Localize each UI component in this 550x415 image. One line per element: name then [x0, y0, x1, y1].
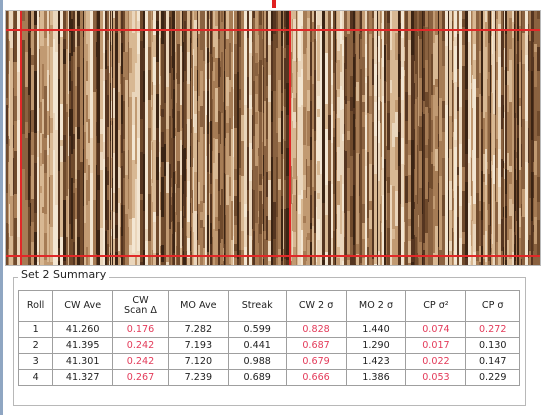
stat-cell: 0.599	[227, 321, 287, 338]
stat-cell: 7.193	[167, 337, 229, 354]
stat-cell: 0.017	[405, 337, 467, 354]
column-header[interactable]: MO Ave	[167, 290, 229, 322]
roll-number-cell: 2	[17, 337, 54, 354]
column-header[interactable]: CW 2 σ	[285, 290, 347, 322]
table-row[interactable]: 4 41.327 0.267 7.239 0.689 0.666 1.386 0.053 0.2…	[17, 369, 520, 386]
stat-cell: 0.272	[465, 321, 520, 338]
stat-cell: 41.260	[52, 321, 114, 338]
column-header[interactable]: Roll	[17, 290, 54, 322]
stat-cell: 0.242	[112, 337, 169, 354]
stat-cell: 41.395	[52, 337, 114, 354]
roll-boundary-line	[6, 29, 540, 31]
scan-boundary-line	[289, 11, 291, 265]
column-header[interactable]: MO 2 σ	[345, 290, 407, 322]
stat-cell: 0.666	[285, 369, 347, 386]
roll-scan-heatmap	[5, 10, 541, 266]
stat-cell: 1.423	[345, 353, 407, 370]
table-row[interactable]: 1 41.260 0.176 7.282 0.599 0.828 1.440 0.074 0.2…	[17, 321, 520, 338]
stat-cell: 0.229	[465, 369, 520, 386]
stat-cell: 0.828	[285, 321, 347, 338]
stat-cell: 0.074	[405, 321, 467, 338]
stat-cell: 7.282	[167, 321, 229, 338]
column-header[interactable]: CP σ	[465, 290, 520, 322]
roll-number-cell: 4	[17, 369, 54, 386]
stat-cell: 0.988	[227, 353, 287, 370]
stat-cell: 0.687	[285, 337, 347, 354]
scan-boundary-line	[20, 11, 22, 265]
table-row[interactable]: 2 41.395 0.242 7.193 0.441 0.687 1.290 0.017 0.1…	[17, 337, 520, 354]
stat-cell: 0.053	[405, 369, 467, 386]
stat-cell: 41.301	[52, 353, 114, 370]
stat-cell: 7.120	[167, 353, 229, 370]
stat-cell: 0.441	[227, 337, 287, 354]
stat-cell: 0.689	[227, 369, 287, 386]
roll-boundary-line	[6, 255, 540, 257]
roll-number-cell: 1	[17, 321, 54, 338]
column-header[interactable]: CP σ²	[405, 290, 467, 322]
stat-cell: 41.327	[52, 369, 114, 386]
roll-number-cell: 3	[17, 353, 54, 370]
stat-cell: 0.022	[405, 353, 467, 370]
column-header[interactable]: Streak	[227, 290, 287, 322]
window-edge	[0, 0, 3, 415]
stat-cell: 1.290	[345, 337, 407, 354]
stat-cell: 0.242	[112, 353, 169, 370]
heatmap-canvas	[6, 11, 540, 265]
table-row[interactable]: 3 41.301 0.242 7.120 0.988 0.679 1.423 0.022 0.1…	[17, 353, 520, 370]
stat-cell: 0.267	[112, 369, 169, 386]
stat-cell: 0.147	[465, 353, 520, 370]
summary-table: Roll CW Ave CW Scan Δ MO Ave Streak CW 2 σ MO 2…	[17, 290, 520, 386]
column-header[interactable]: CW Ave	[52, 290, 114, 322]
summary-title: Set 2 Summary	[18, 268, 110, 282]
table-header-row: Roll CW Ave CW Scan Δ MO Ave Streak CW 2 σ MO 2…	[17, 290, 520, 322]
stat-cell: 1.386	[345, 369, 407, 386]
stat-cell: 0.176	[112, 321, 169, 338]
column-header[interactable]: CW Scan Δ	[112, 290, 169, 322]
stat-cell: 1.440	[345, 321, 407, 338]
position-marker	[272, 0, 276, 8]
stat-cell: 0.130	[465, 337, 520, 354]
stat-cell: 0.679	[285, 353, 347, 370]
stat-cell: 7.239	[167, 369, 229, 386]
